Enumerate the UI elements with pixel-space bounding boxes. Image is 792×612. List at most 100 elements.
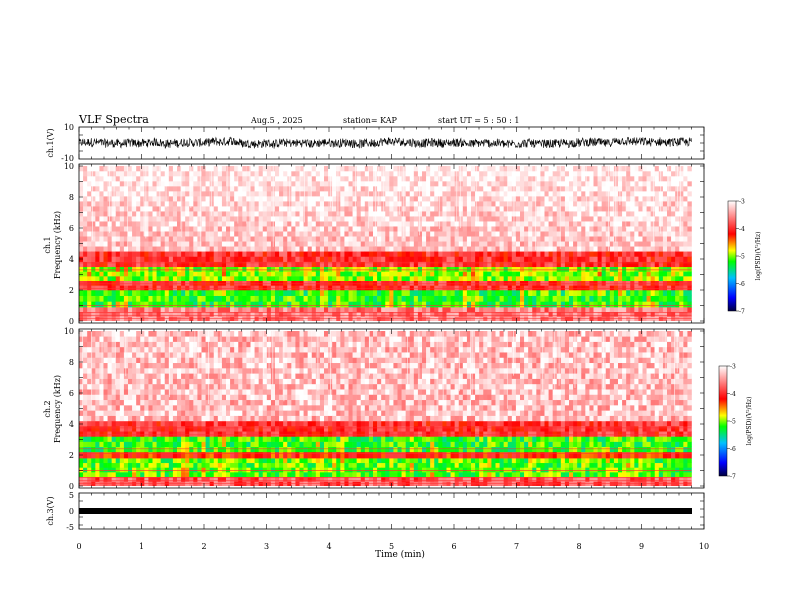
spectrogram-cell (446, 285, 451, 291)
spectrogram-cell (385, 261, 390, 268)
spectrogram-cell (536, 191, 541, 197)
spectrogram-cell (646, 231, 651, 237)
spectrogram-cell (181, 236, 186, 242)
spectrogram-cell (185, 216, 190, 222)
spectrogram-cell (601, 191, 607, 197)
spectrogram-cell (303, 256, 308, 262)
spectrogram-cell (569, 256, 574, 262)
spectrogram-cell (164, 301, 170, 308)
spectrogram-cell (266, 221, 272, 227)
spectrogram-cell (413, 216, 419, 222)
spectrogram-cell (683, 181, 688, 187)
spectrogram-cell (405, 251, 411, 257)
spectrogram-cell (136, 290, 141, 296)
spectrogram-cell (217, 196, 223, 202)
spectrogram-cell (548, 221, 553, 227)
spectrogram-cell (446, 251, 451, 257)
spectrogram-cell (238, 231, 243, 237)
spectrogram-cell (532, 307, 537, 312)
spectrogram-cell (471, 221, 476, 227)
spectrogram-cell (79, 211, 84, 217)
spectrogram-cell (279, 181, 284, 187)
spectrogram-cell (409, 216, 415, 222)
spectrogram-cell (532, 211, 537, 217)
spectrogram-cell (209, 280, 215, 286)
spectrogram-cell (177, 246, 182, 252)
spectrogram-cell (324, 290, 329, 296)
spectrogram-cell (581, 276, 586, 281)
spectrogram-cell (332, 186, 337, 192)
spectrogram-streak (459, 166, 461, 228)
spectrogram-cell (344, 246, 349, 252)
spectrogram-cell (275, 246, 280, 252)
spectrogram-cell (307, 285, 313, 291)
spectrogram-cell (605, 301, 611, 308)
spectrogram-cell (230, 226, 235, 232)
spectrogram-cell (605, 226, 611, 232)
spectrogram-cell (487, 186, 492, 192)
spectrogram-cell (560, 280, 566, 286)
spectrogram-cell (479, 311, 484, 317)
spectrogram-cell (573, 295, 578, 302)
spectrogram-cell (262, 186, 268, 192)
spectrogram-cell (564, 266, 570, 272)
spectrogram-cell (91, 251, 96, 257)
spectrogram-cell (319, 221, 325, 227)
spectrogram-cell (495, 261, 500, 268)
spectrogram-cell (446, 176, 451, 182)
spectrogram-cell (430, 186, 435, 192)
spectrogram-cell (83, 256, 88, 262)
spectrogram-cell (515, 196, 521, 202)
spectrogram-cell (299, 285, 304, 291)
spectrogram-cell (185, 231, 190, 237)
spectrogram-cell (164, 261, 170, 268)
spectrogram-cell (340, 266, 345, 272)
spectrogram-cell (409, 221, 415, 227)
spectrogram-cell (560, 201, 566, 207)
spectrogram-cell (450, 256, 455, 262)
spectrogram-cell (638, 186, 643, 192)
spectrogram-cell (226, 176, 231, 182)
spectrogram-cell (177, 216, 182, 222)
spectrogram-cell (123, 251, 129, 257)
spectrogram-cell (630, 266, 635, 272)
spectrogram-cell (483, 285, 488, 291)
spectrogram-cell (238, 241, 243, 247)
spectrogram-cell (569, 231, 574, 237)
spectrogram-cell (140, 166, 145, 172)
spectrogram-cell (315, 241, 321, 247)
spectrogram-cell (275, 301, 280, 308)
spectrogram-cell (654, 285, 660, 291)
spectrogram-cell (275, 280, 280, 286)
spectrogram-cell (581, 271, 586, 277)
spectrogram-cell (315, 290, 321, 296)
spectrogram-cell (605, 261, 611, 268)
spectrogram-cell (197, 186, 202, 192)
spectrogram-cell (283, 231, 288, 237)
spectrogram-cell (646, 276, 651, 281)
spectrogram-cell (609, 261, 615, 268)
spectrogram-cell (262, 236, 268, 242)
spectrogram-cell (332, 241, 337, 247)
spectrogram-cell (573, 211, 578, 217)
spectrogram-cell (597, 236, 602, 242)
spectrogram-cell (230, 221, 235, 227)
spectrogram-cell (287, 246, 292, 252)
spectrogram-cell (189, 166, 194, 172)
spectrogram-cell (417, 166, 423, 172)
spectrogram-cell (597, 280, 602, 286)
spectrogram-cell (340, 301, 345, 308)
spectrogram-cell (254, 246, 259, 252)
spectrogram-cell (144, 261, 149, 268)
spectrogram-cell (270, 307, 276, 312)
spectrogram-cell (462, 231, 468, 237)
spectrogram-cell (295, 211, 300, 217)
spectrogram-cell (642, 221, 647, 227)
spectrogram-cell (532, 191, 537, 197)
spectrogram-cell (564, 181, 570, 187)
spectrogram-cell (226, 186, 231, 192)
spectrogram-cell (679, 186, 684, 192)
spectrogram-cell (230, 266, 235, 272)
spectrogram-cell (83, 295, 88, 302)
spectrogram-cell (442, 290, 447, 296)
